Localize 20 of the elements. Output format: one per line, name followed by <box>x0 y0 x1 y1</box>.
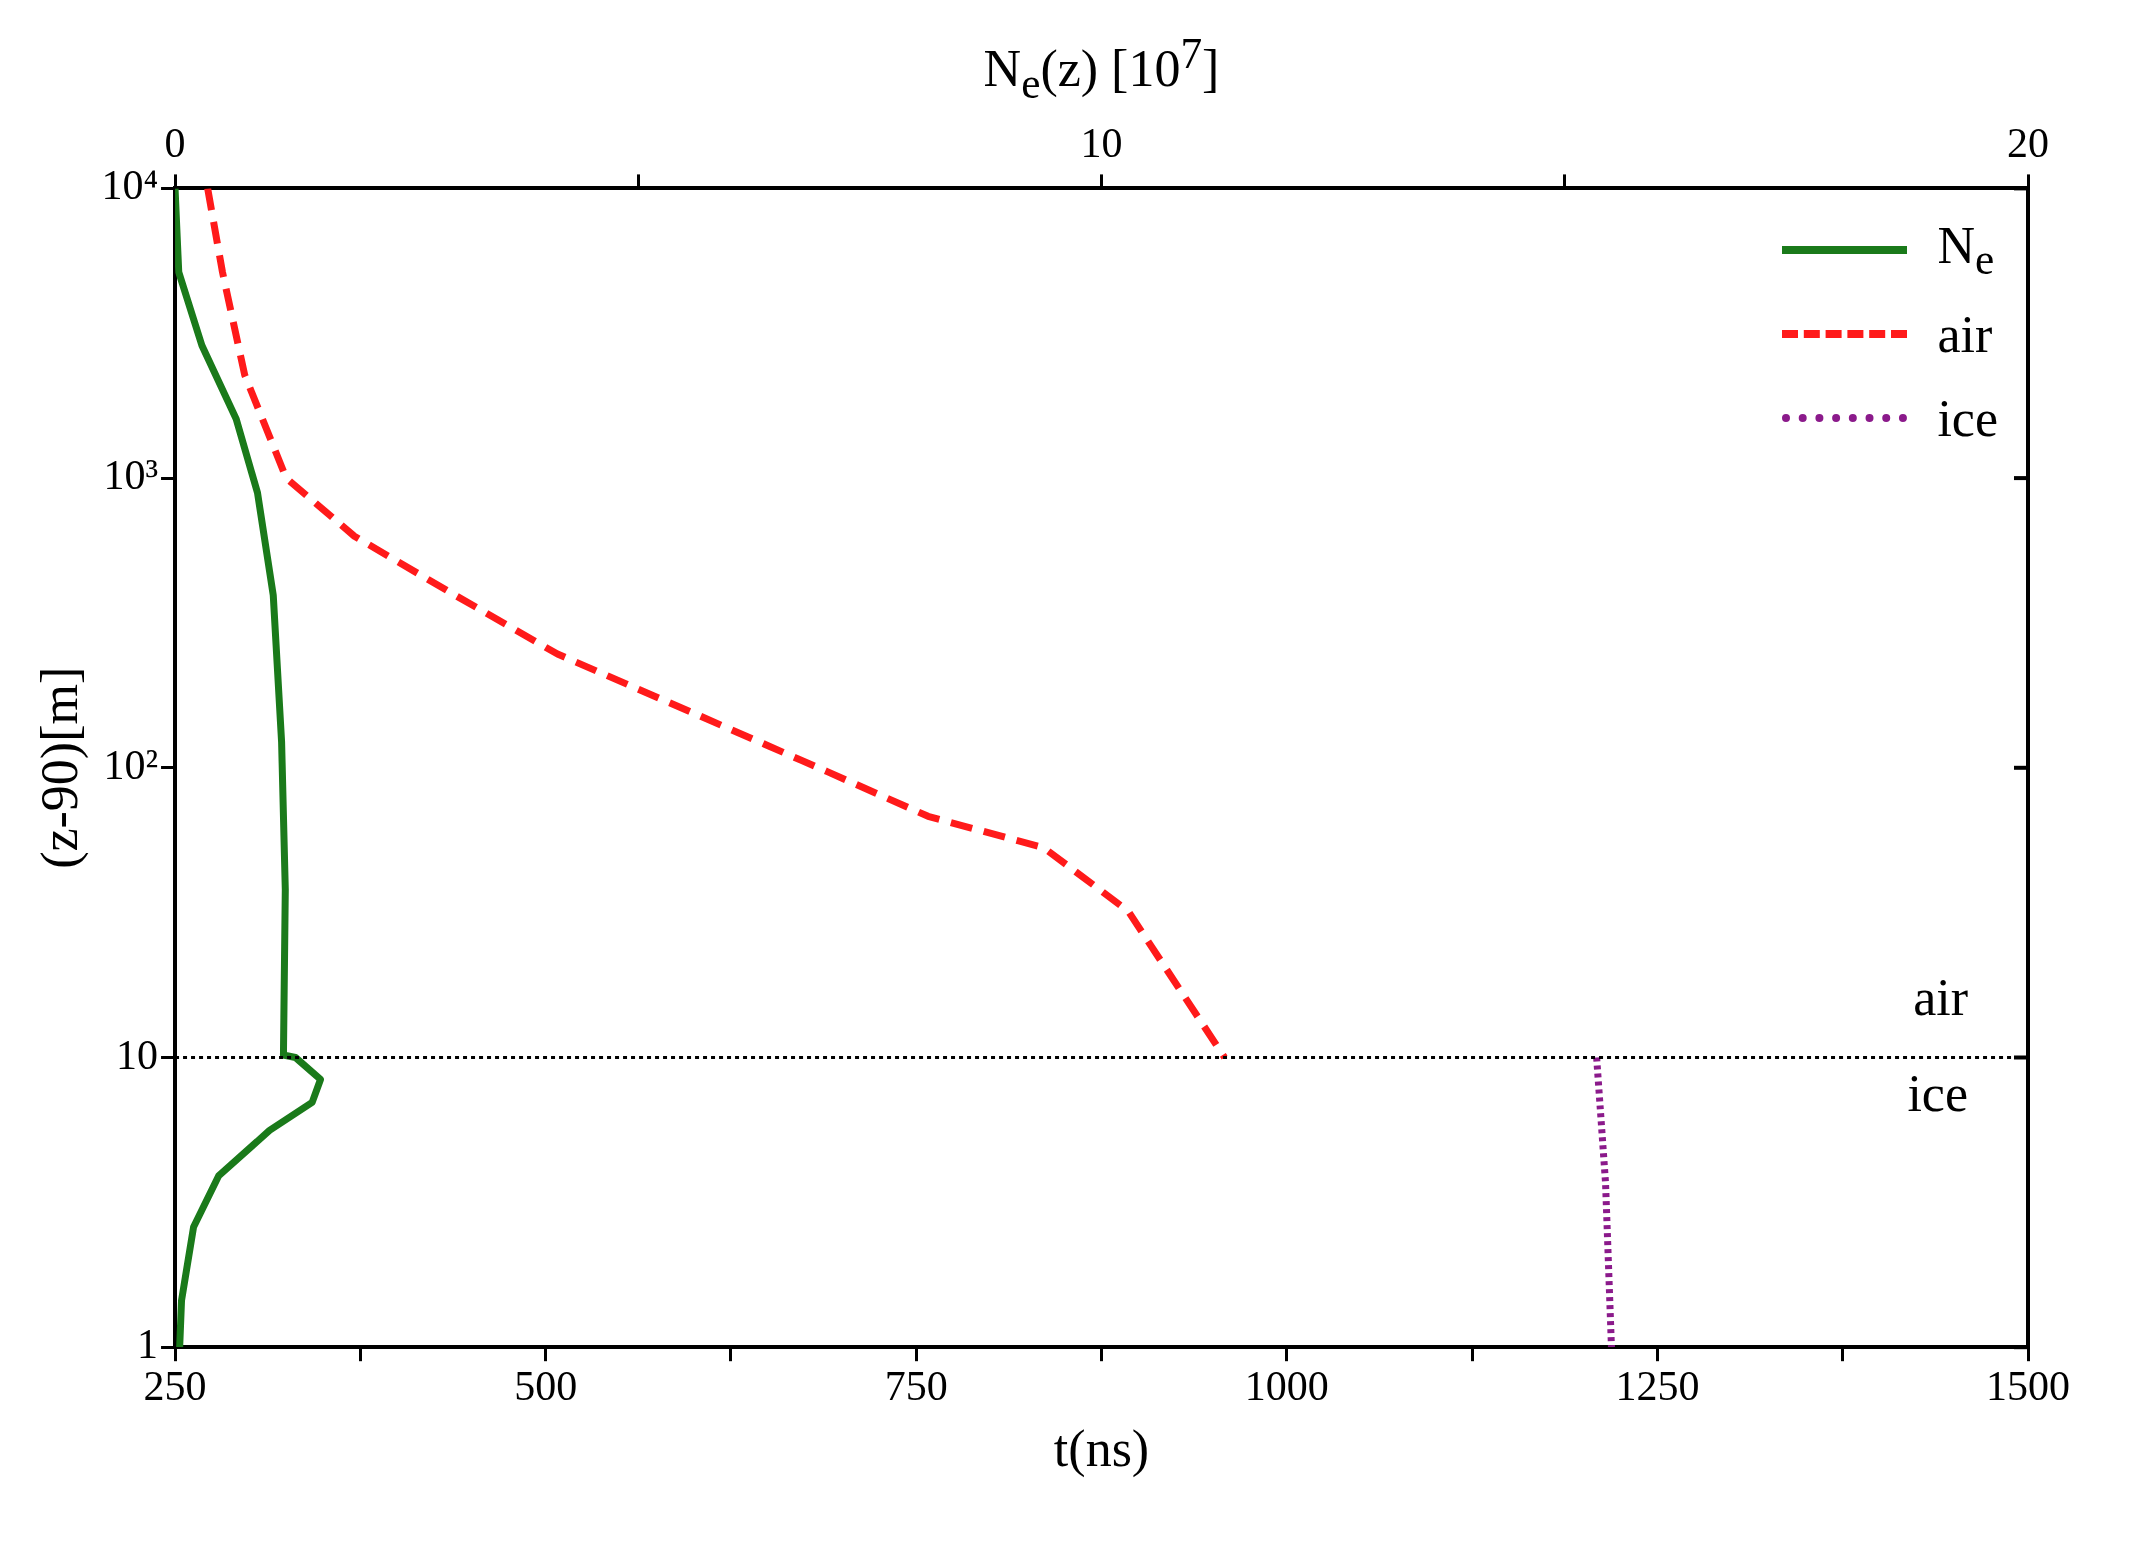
x-tick-label: 500 <box>514 1363 578 1410</box>
legend-label: N$_{e}$ <box>1937 216 1995 285</box>
x-tick-label: 1000 <box>1244 1363 1329 1410</box>
annotation: ice <box>1907 1065 1968 1123</box>
annotation: air <box>1913 969 1968 1027</box>
legend-label: ice <box>1937 388 1998 448</box>
x-tick-label: 1250 <box>1615 1363 1700 1410</box>
x-tick-label: 750 <box>884 1363 948 1410</box>
x2-tick-label: 10 <box>1080 120 1123 167</box>
legend-label: air <box>1937 304 1993 364</box>
x2-axis-title: N$_{e}$(z) [10$^{7}$] <box>982 28 1221 108</box>
y-tick-label: 10 <box>116 1031 159 1078</box>
y-axis-title: (z-90)[m] <box>30 666 89 869</box>
y-tick-label: 10³ <box>103 452 159 499</box>
y-tick-label: 10⁴ <box>101 162 159 209</box>
x2-tick-label: 0 <box>164 120 186 167</box>
x-axis-title: t(ns) <box>1053 1420 1150 1479</box>
x-tick-label: 1500 <box>1986 1363 2070 1410</box>
x2-tick-label: 20 <box>2007 120 2049 167</box>
y-tick-label: 10² <box>103 741 159 788</box>
